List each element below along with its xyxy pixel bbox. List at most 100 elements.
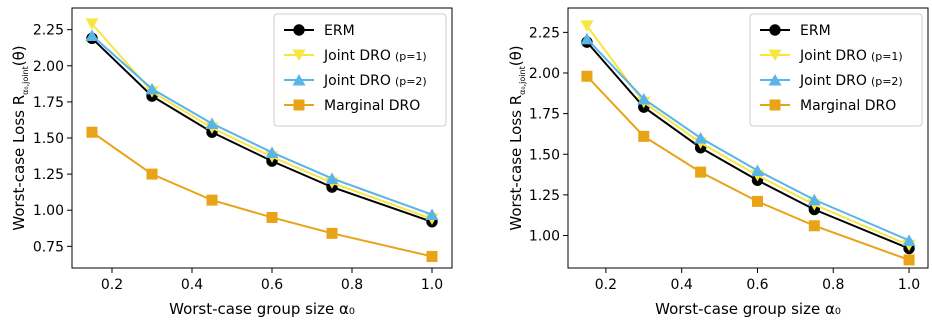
series-line bbox=[91, 131, 433, 258]
data-point bbox=[325, 172, 339, 184]
legend-entry: Marginal DRO bbox=[760, 98, 896, 114]
legend-label-suffix: (p=2) bbox=[871, 75, 903, 88]
legend-label-suffix: (p=2) bbox=[395, 75, 427, 88]
legend-label-name: ERM bbox=[324, 23, 355, 39]
chart-panel-1: 0.2 0.4 0.6 0.8 1.0 0.75 1.00 1.25 1.50 1.75 2.00 2… bbox=[10, 7, 453, 318]
y-axis-label-subscript: α₀,joint bbox=[518, 66, 527, 95]
legend-label-name: Joint DRO bbox=[323, 73, 391, 89]
y-axis-label-tail: (θ) bbox=[507, 45, 525, 66]
x-tick-label: 1.0 bbox=[898, 277, 920, 293]
series-3 bbox=[85, 29, 439, 221]
x-tick-label: 0.8 bbox=[341, 277, 363, 293]
legend-label: Joint DRO (p=1) bbox=[799, 48, 903, 64]
legend-label: Joint DRO (p=2) bbox=[323, 73, 427, 89]
data-point bbox=[903, 254, 915, 266]
legend-entry: Marginal DRO bbox=[284, 98, 420, 114]
chart-panel-2: 0.2 0.4 0.6 0.8 1.01.001.251.501.752.002.25W… bbox=[507, 7, 929, 318]
data-point bbox=[695, 166, 707, 178]
y-tick-label: 1.00 bbox=[529, 229, 560, 245]
legend-label-name: ERM bbox=[800, 23, 831, 39]
data-point bbox=[145, 82, 159, 95]
data-point bbox=[750, 164, 764, 176]
series-line bbox=[586, 75, 910, 261]
x-tick-label: 0.8 bbox=[822, 277, 844, 293]
y-tick-label: 2.00 bbox=[529, 66, 560, 82]
legend-entry: Joint DRO (p=1) bbox=[284, 48, 427, 64]
data-point bbox=[85, 18, 99, 30]
x-tick-label: 0.4 bbox=[181, 277, 203, 293]
series-line bbox=[91, 37, 433, 223]
data-point bbox=[426, 250, 438, 262]
legend-label-name: Marginal DRO bbox=[800, 98, 896, 114]
y-tick-label: 1.50 bbox=[529, 147, 560, 163]
legend-entry: Joint DRO (p=2) bbox=[284, 73, 427, 89]
data-point bbox=[580, 20, 594, 32]
x-tick-label: 0.6 bbox=[261, 277, 283, 293]
legend-label: Joint DRO (p=1) bbox=[323, 48, 427, 64]
legend-frame bbox=[273, 13, 447, 127]
legend-label: Joint DRO (p=2) bbox=[799, 73, 903, 89]
data-point bbox=[326, 227, 338, 239]
y-tick-label: 2.25 bbox=[33, 23, 64, 39]
y-axis-label-main: Worst-case Loss R bbox=[10, 95, 28, 231]
series-line bbox=[91, 34, 433, 216]
legend-label: ERM bbox=[324, 23, 355, 39]
data-point bbox=[751, 195, 763, 207]
data-point bbox=[902, 234, 916, 246]
legend-entry: Joint DRO (p=2) bbox=[760, 73, 903, 89]
data-point bbox=[580, 32, 594, 45]
legend-marker bbox=[768, 49, 782, 61]
legend-entry: ERM bbox=[760, 23, 831, 39]
legend-marker bbox=[292, 74, 306, 86]
data-point bbox=[425, 208, 439, 221]
x-tick-label: 0.4 bbox=[671, 277, 693, 293]
plot-frame bbox=[567, 7, 929, 269]
data-point bbox=[146, 168, 158, 180]
x-tick-label: 0.2 bbox=[101, 277, 123, 293]
data-point bbox=[86, 126, 98, 138]
y-tick-label: 1.75 bbox=[33, 95, 64, 111]
y-axis-label: Worst-case Loss Rα₀,joint(θ) bbox=[10, 45, 30, 230]
x-tick-label: 0.6 bbox=[746, 277, 768, 293]
data-point bbox=[581, 70, 593, 82]
y-tick-label: 1.75 bbox=[529, 107, 560, 123]
legend-label-name: Joint DRO bbox=[323, 48, 391, 64]
data-point bbox=[637, 93, 651, 105]
series-3 bbox=[580, 32, 916, 246]
legend-entry: ERM bbox=[284, 23, 355, 39]
y-tick-label: 1.50 bbox=[33, 131, 64, 147]
x-axis-label: Worst-case group size α₀ bbox=[169, 300, 355, 318]
legend-marker bbox=[293, 24, 305, 36]
x-tick-label: 0.2 bbox=[595, 277, 617, 293]
legend-label: ERM bbox=[800, 23, 831, 39]
y-axis-label-subscript: α₀,joint bbox=[21, 66, 30, 95]
y-axis-label-main: Worst-case Loss R bbox=[507, 95, 525, 231]
legend: ERM Joint DRO (p=1) Joint DRO (p=2) Marginal … bbox=[749, 13, 923, 127]
legend-entry: Joint DRO (p=1) bbox=[760, 48, 903, 64]
legend-label-name: Joint DRO bbox=[799, 73, 867, 89]
y-tick-label: 2.00 bbox=[33, 59, 64, 75]
y-tick-label: 1.25 bbox=[529, 188, 560, 204]
legend: ERM Joint DRO (p=1) Joint DRO (p=2) Marginal … bbox=[273, 13, 447, 127]
data-point bbox=[205, 117, 219, 130]
y-tick-label: 0.75 bbox=[33, 239, 64, 255]
x-tick-label: 1.0 bbox=[421, 277, 443, 293]
x-axis-label: Worst-case group size α₀ bbox=[655, 300, 841, 318]
legend-label-name: Joint DRO bbox=[799, 48, 867, 64]
series-4 bbox=[86, 126, 438, 262]
series-line bbox=[586, 38, 910, 242]
data-point bbox=[638, 130, 650, 142]
data-point bbox=[807, 193, 821, 206]
y-tick-label: 1.25 bbox=[33, 167, 64, 183]
y-axis-label: Worst-case Loss Rα₀,joint(θ) bbox=[507, 45, 527, 230]
data-point bbox=[85, 29, 99, 41]
series-4 bbox=[581, 70, 915, 266]
legend-marker bbox=[768, 74, 782, 86]
legend-label-name: Marginal DRO bbox=[324, 98, 420, 114]
data-point bbox=[265, 146, 279, 158]
legend-marker bbox=[292, 49, 306, 61]
legend-label: Marginal DRO bbox=[800, 98, 896, 114]
legend-label-suffix: (p=1) bbox=[395, 50, 427, 63]
data-point bbox=[694, 132, 708, 144]
